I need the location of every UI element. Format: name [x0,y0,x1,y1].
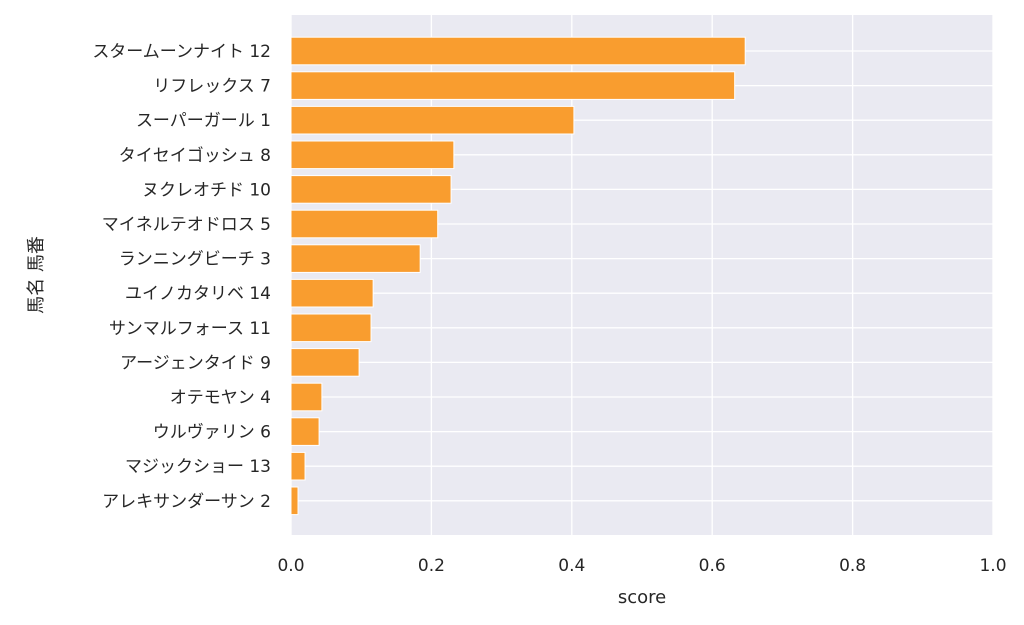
y-tick-label: アレキサンダーサン 2 [102,492,271,512]
bar [290,313,372,343]
x-tick-label: 0.6 [699,556,726,576]
y-axis-label: 馬名 馬番 [26,236,47,314]
bar [290,244,421,273]
y-tick-label: ランニングビーチ 3 [119,250,271,270]
y-tick-label: アージェンタイド 9 [120,353,271,373]
y-tick-label: リフレックス 7 [153,77,271,97]
y-tick-label: マジックショー 13 [125,457,271,477]
bar [290,382,323,412]
y-tick-label: ユイノカタリベ 14 [125,284,271,304]
y-tick-label: ウルヴァリン 6 [153,423,271,443]
y-tick-label: オテモヤン 4 [170,388,271,408]
bar [290,71,736,100]
x-tick-label: 1.0 [979,556,1006,576]
bar [290,209,439,239]
x-tick-label: 0.2 [418,556,445,576]
bar [290,175,452,204]
y-tick-label: マイネルテオドロス 5 [102,215,271,235]
y-tick-label: スタームーンナイト 12 [92,42,271,62]
x-tick-label: 0.4 [558,556,585,576]
bar [290,451,306,481]
x-tick-label: 0.8 [839,556,866,576]
bar [290,105,575,135]
bar [290,36,746,66]
bar [290,417,320,446]
y-tick-label: サンマルフォース 11 [109,319,271,339]
bar [290,278,374,308]
x-axis-label: score [618,587,666,608]
bar [290,140,455,170]
plot-background [291,15,993,535]
y-tick-label: ヌクレオチド 10 [142,180,271,200]
bar [290,348,360,377]
bar [290,486,299,516]
x-tick-label: 0.0 [277,556,304,576]
y-tick-label: タイセイゴッシュ 8 [119,145,271,166]
y-tick-label: スーパーガール 1 [136,111,271,131]
